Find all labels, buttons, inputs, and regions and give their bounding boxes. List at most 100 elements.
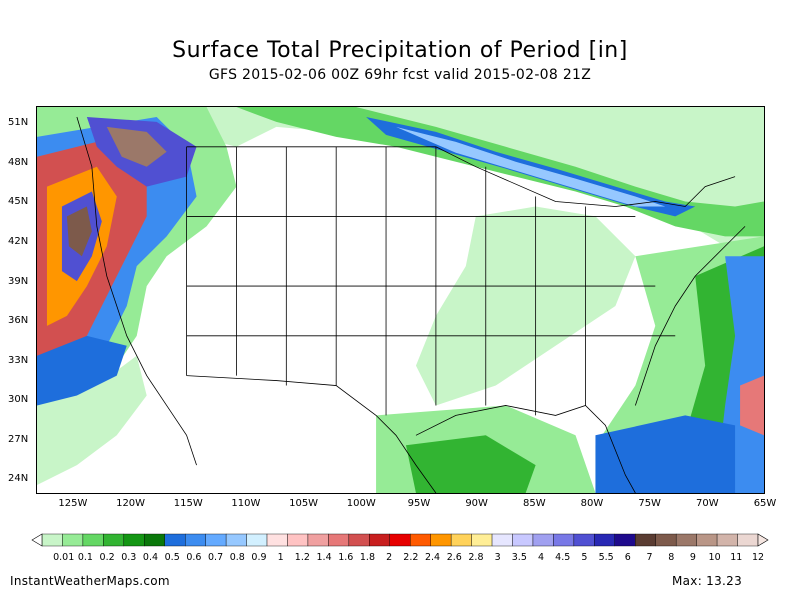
legend-label: 3.5 [512, 552, 527, 562]
precipitation-legend: 0.01 0.1 0.2 0.3 0.4 0.5 0.6 0.7 0.8 0.9 1 1.2 1.4 1.… [31, 533, 769, 562]
latitude-label: 51N [8, 117, 29, 129]
precip-socal-green [37, 355, 147, 486]
coastline-west [76, 116, 197, 466]
legend-swatch [532, 533, 554, 547]
longitude-label: 75W [638, 498, 661, 509]
legend-swatch [82, 533, 104, 547]
legend-label: 2.6 [447, 552, 462, 562]
precipitation-map [36, 106, 765, 494]
legend-label: 5 [581, 552, 587, 562]
legend-label: 1.8 [360, 552, 375, 562]
legend-swatch [348, 533, 370, 547]
legend-swatch [573, 533, 595, 547]
border-canada [186, 146, 736, 207]
longitude-label: 125W [58, 498, 88, 509]
border-mexico [186, 375, 437, 493]
legend-label: 2.8 [468, 552, 483, 562]
legend-swatch [655, 533, 677, 547]
longitude-label: 85W [522, 498, 546, 509]
legend-label: 0.8 [230, 552, 245, 562]
legend-label: 0.6 [186, 552, 201, 562]
legend-swatch [450, 533, 472, 547]
legend-label: 2 [386, 552, 392, 562]
precip-atlantic-red [740, 375, 764, 436]
legend-swatch [430, 533, 452, 547]
latitude-label: 27N [8, 433, 29, 445]
longitude-label: 100W [346, 498, 376, 509]
legend-swatch [62, 533, 84, 547]
longitude-label: 110W [231, 498, 261, 509]
legend-label: 3 [495, 552, 501, 562]
legend-label: 0.2 [100, 552, 115, 562]
legend-swatch [369, 533, 390, 547]
legend-swatch [512, 533, 534, 547]
legend-swatch [205, 533, 227, 547]
legend-label: 2.2 [403, 552, 418, 562]
legend-label: 6 [625, 552, 631, 562]
precip-northern-band [186, 107, 764, 257]
legend-swatch [307, 533, 329, 547]
legend-label: 0.7 [208, 552, 223, 562]
map-subtitle: GFS 2015-02-06 00Z 69hr fcst valid 2015-… [208, 67, 592, 83]
state-lines [186, 146, 676, 416]
legend-label: 4 [538, 552, 544, 562]
legend-swatch [389, 533, 411, 547]
latitude-label: 24N [8, 473, 29, 485]
legend-swatch [696, 533, 718, 547]
legend-label: 1.2 [295, 552, 310, 562]
legend-label: 0.5 [165, 552, 180, 562]
legend-label: 1.4 [317, 552, 332, 562]
latitude-label: 39N [8, 275, 29, 287]
legend-label: 9 [690, 552, 696, 562]
legend-label: 11 [730, 552, 742, 562]
site-credit: InstantWeatherMaps.com [10, 574, 170, 588]
legend-arrow-right [757, 533, 769, 547]
legend-label: 12 [752, 552, 764, 562]
legend-label: 7 [646, 552, 652, 562]
longitude-label: 90W [465, 498, 488, 509]
legend-swatch [553, 533, 575, 547]
precip-florida-blue [595, 415, 736, 493]
legend-label: 0.4 [143, 552, 158, 562]
legend-swatch [246, 533, 268, 547]
latitude-label: 33N [8, 354, 29, 366]
legend-swatch [491, 533, 513, 547]
latitude-label: 48N [8, 156, 29, 168]
legend-label: 0.1 [78, 552, 93, 562]
longitude-label: 105W [289, 498, 319, 509]
legend-swatch [287, 533, 309, 547]
precip-socal-dark [37, 335, 127, 406]
legend-swatch [716, 533, 738, 547]
map-title: Surface Total Precipitation of Period [i… [172, 38, 628, 63]
longitude-label: 120W [116, 498, 146, 509]
latitude-label: 36N [8, 315, 29, 327]
coastline-gulf [415, 404, 636, 493]
precip-mississippi-band [415, 206, 636, 406]
precip-shading [37, 107, 764, 493]
legend-swatch [737, 533, 759, 547]
longitude-label: 115W [173, 498, 203, 509]
legend-swatch [410, 533, 431, 547]
legend-label: 0.01 [53, 552, 74, 562]
precip-northern-rockies-brown [106, 126, 167, 167]
latitude-label: 45N [8, 196, 29, 208]
legend-swatch [123, 533, 145, 547]
legend-swatch [144, 533, 165, 547]
legend-swatch [41, 533, 63, 547]
legend-swatch [184, 533, 206, 547]
longitude-label: 65W [753, 498, 777, 509]
state-boundaries [76, 116, 746, 493]
legend-swatch [471, 533, 493, 547]
latitude-label: 42N [8, 235, 29, 247]
legend-label: 8 [668, 552, 674, 562]
legend-label: 5.5 [599, 552, 614, 562]
legend-label: 0.3 [121, 552, 136, 562]
legend-swatch [328, 533, 350, 547]
precip-gulf-dark [405, 435, 536, 493]
legend-label: 10 [709, 552, 721, 562]
precip-lakes-lightblue [396, 126, 666, 207]
longitude-label: 95W [407, 498, 431, 509]
longitude-label: 80W [580, 498, 604, 509]
precip-pnw-brown [66, 206, 92, 257]
legend-label: 1.6 [338, 552, 353, 562]
